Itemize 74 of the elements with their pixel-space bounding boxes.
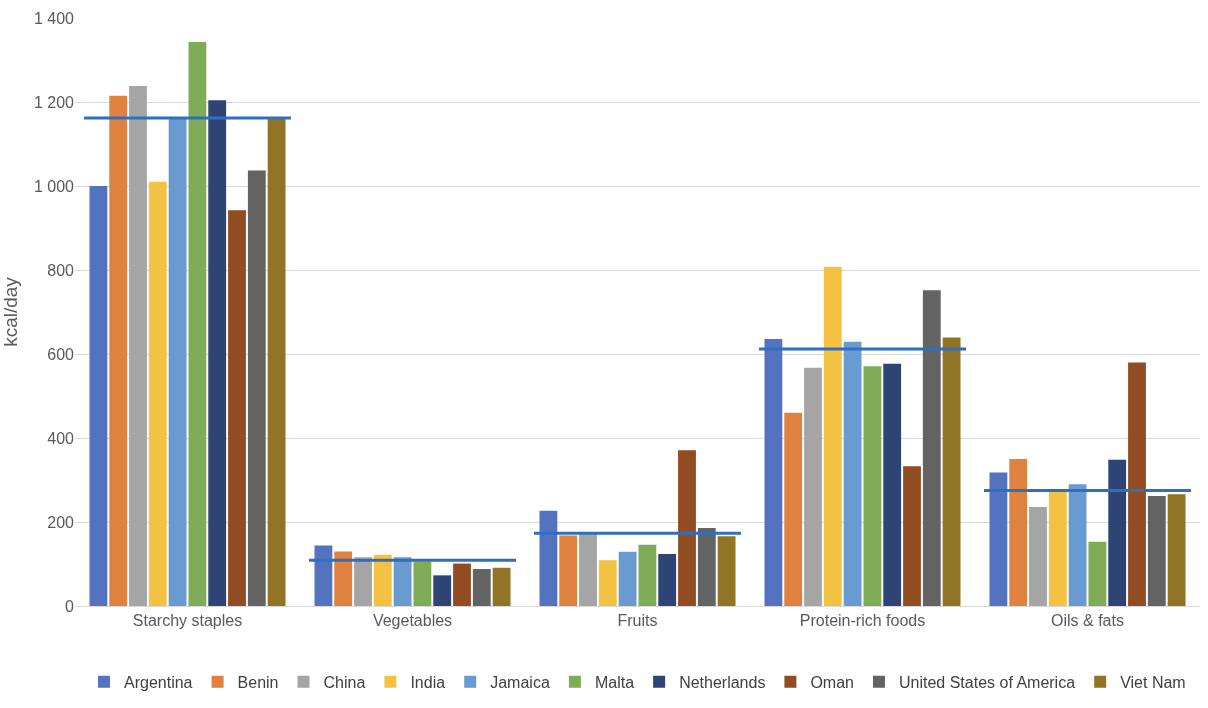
y-tick-label: 1 400 (33, 9, 75, 27)
bar (1029, 506, 1047, 606)
bar (863, 366, 882, 606)
bar (1128, 362, 1146, 606)
bar (883, 363, 902, 606)
y-tick-label: 400 (47, 429, 75, 447)
x-tick-label: Protein-rich foods (799, 612, 926, 630)
bar (658, 553, 677, 606)
bar (989, 472, 1008, 606)
y-tick-label: 600 (47, 345, 75, 363)
y-tick-label: 1 200 (33, 93, 75, 111)
legend-label: Benin (237, 673, 279, 691)
bar (413, 561, 432, 606)
bar (1108, 459, 1127, 606)
bar (89, 186, 108, 606)
bar (638, 544, 657, 606)
bar (492, 567, 511, 606)
legend-label: Jamaica (490, 673, 550, 691)
bar (559, 535, 578, 606)
bar (109, 95, 128, 606)
bar (804, 367, 822, 606)
bar (579, 533, 597, 606)
legend-label: China (323, 673, 366, 691)
legend-label: Argentina (124, 673, 193, 691)
legend-label: India (410, 673, 446, 691)
bar (922, 290, 941, 606)
bar (1068, 484, 1087, 606)
y-tick-label: 0 (65, 597, 75, 615)
y-tick-label: 800 (47, 261, 75, 279)
bar (1009, 459, 1028, 606)
bar (1147, 495, 1166, 606)
bar (129, 86, 147, 606)
bar (717, 536, 736, 606)
bar (1167, 494, 1186, 606)
bar (1048, 491, 1067, 606)
bar (188, 41, 207, 606)
x-tick-label: Fruits (617, 612, 658, 630)
bar (354, 557, 372, 606)
bar (433, 575, 452, 606)
bar (148, 181, 167, 606)
bar (764, 338, 783, 606)
legend-label: Viet Nam (1120, 673, 1186, 691)
bar (539, 510, 558, 606)
legend-label: United States of America (898, 673, 1076, 691)
bar (334, 551, 353, 606)
bar (942, 337, 961, 606)
bar (168, 117, 187, 606)
x-tick-label: Starchy staples (132, 612, 243, 630)
bar (784, 412, 803, 606)
x-tick-label: Vegetables (372, 612, 453, 630)
bar (697, 527, 716, 606)
legend-label: Netherlands (679, 673, 766, 691)
bar (247, 170, 266, 606)
bar (843, 341, 862, 606)
legend-label: Oman (810, 673, 854, 691)
bar (208, 100, 227, 606)
legend-label: Malta (594, 673, 635, 691)
bar (393, 557, 412, 606)
bar (472, 569, 491, 606)
bar (453, 563, 471, 606)
bar (373, 554, 392, 606)
y-tick-label: 1 000 (33, 177, 75, 195)
bar (1088, 541, 1107, 606)
bar (228, 210, 246, 606)
bar (678, 450, 696, 606)
bar (903, 466, 921, 606)
bar (314, 545, 333, 606)
bar (823, 266, 842, 606)
bar (598, 560, 617, 606)
y-tick-label: 200 (47, 513, 75, 531)
bar (267, 117, 286, 606)
y-axis-title: kcal/day (0, 276, 21, 347)
bar (618, 551, 637, 606)
x-tick-label: Oils & fats (1051, 612, 1124, 630)
